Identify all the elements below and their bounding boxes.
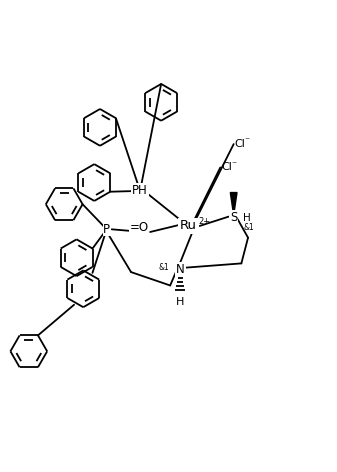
Text: 2+: 2+: [198, 218, 211, 227]
Text: Cl: Cl: [221, 162, 232, 172]
Text: H: H: [243, 212, 251, 223]
Text: Ru: Ru: [180, 219, 197, 233]
Text: Cl: Cl: [235, 139, 246, 149]
Text: H: H: [176, 297, 184, 307]
Text: S: S: [230, 211, 237, 224]
Text: &1: &1: [159, 263, 170, 272]
Text: P: P: [103, 223, 110, 236]
Text: ⁻: ⁻: [231, 160, 236, 170]
Text: &1: &1: [243, 223, 254, 232]
Text: PH: PH: [132, 185, 148, 197]
Text: =O: =O: [129, 221, 149, 234]
Polygon shape: [230, 193, 237, 215]
Text: N: N: [176, 263, 185, 276]
Text: ⁻: ⁻: [244, 136, 249, 146]
